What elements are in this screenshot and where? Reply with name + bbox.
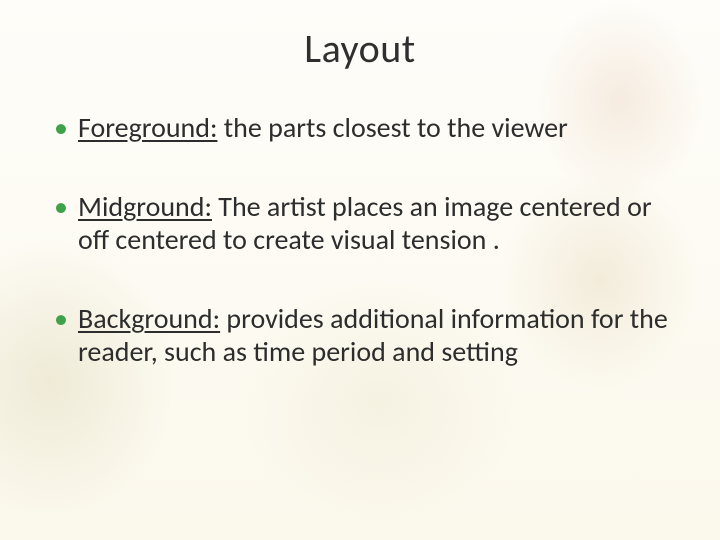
term-background: Background:	[78, 301, 220, 336]
slide-container: Layout Foreground: the parts closest to …	[0, 0, 720, 540]
bullet-list: Foreground: the parts closest to the vie…	[50, 111, 670, 368]
list-item: Midground: The artist places an image ce…	[50, 190, 670, 256]
bullet-text: the parts closest to the viewer	[217, 110, 567, 145]
list-item: Background: provides additional informat…	[50, 302, 670, 368]
slide-title: Layout	[50, 24, 670, 73]
term-midground: Midground:	[78, 189, 212, 224]
list-item: Foreground: the parts closest to the vie…	[50, 111, 670, 144]
term-foreground: Foreground:	[78, 110, 217, 145]
